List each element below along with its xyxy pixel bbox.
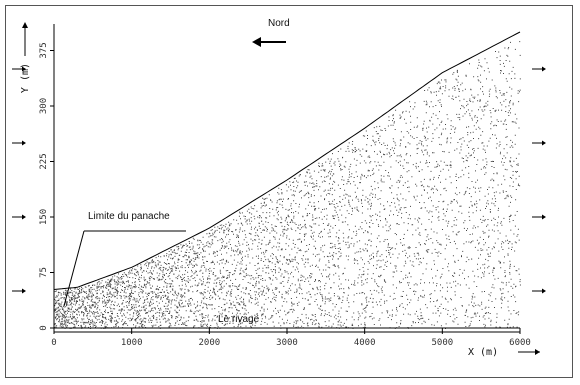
y-tick-label: 0	[39, 325, 49, 330]
x-tick-label: 5000	[431, 338, 453, 348]
tick-labels: 0 1000 2000 3000 4000 5000 6000 0 75 150 225 300 375…	[20, 42, 531, 358]
left-side-arrowhead	[22, 214, 26, 220]
right-side-arrowhead	[542, 140, 546, 146]
y-axis-title: Y (m)	[20, 63, 31, 93]
scatter-plot: 0 1000 2000 3000 4000 5000 6000 0 75 150 225 300 375…	[12, 18, 546, 358]
left-side-arrowhead	[22, 288, 26, 294]
plume-limit-label: Limite du panache	[88, 211, 170, 222]
x-tick-label: 0	[51, 338, 56, 348]
x-tick-label: 6000	[509, 338, 531, 348]
figure-frame: 0 1000 2000 3000 4000 5000 6000 0 75 150 225 300 375…	[5, 5, 573, 378]
axes	[50, 24, 521, 334]
right-side-arrowhead	[542, 214, 546, 220]
x-axis-title: X (m)	[468, 347, 498, 358]
x-tick-label: 1000	[121, 338, 143, 348]
y-tick-label: 300	[39, 98, 49, 114]
x-tick-label: 3000	[276, 338, 298, 348]
y-tick-label: 375	[39, 42, 49, 58]
right-side-arrowhead	[542, 288, 546, 294]
y-tick-label: 225	[39, 153, 49, 169]
shoreline-label: Le rivage	[218, 314, 260, 325]
plume-points	[54, 41, 521, 329]
x-tick-label: 4000	[354, 338, 376, 348]
y-tick-label: 75	[39, 267, 49, 278]
x-axis-arrowhead	[535, 349, 540, 355]
scatter-points	[54, 41, 521, 329]
x-tick-label: 2000	[198, 338, 220, 348]
north-label: Nord	[268, 18, 290, 29]
y-axis-arrowhead	[22, 22, 28, 28]
north-arrow-icon	[252, 37, 261, 47]
plume-limit-curve	[53, 31, 521, 290]
right-side-arrowhead	[542, 66, 546, 72]
y-tick-label: 150	[39, 209, 49, 225]
left-side-arrowhead	[22, 140, 26, 146]
annotations: Limite du panache Le rivage Nord	[12, 18, 546, 355]
left-side-arrowhead	[22, 66, 26, 72]
plume-leader-diagonal	[63, 230, 85, 307]
